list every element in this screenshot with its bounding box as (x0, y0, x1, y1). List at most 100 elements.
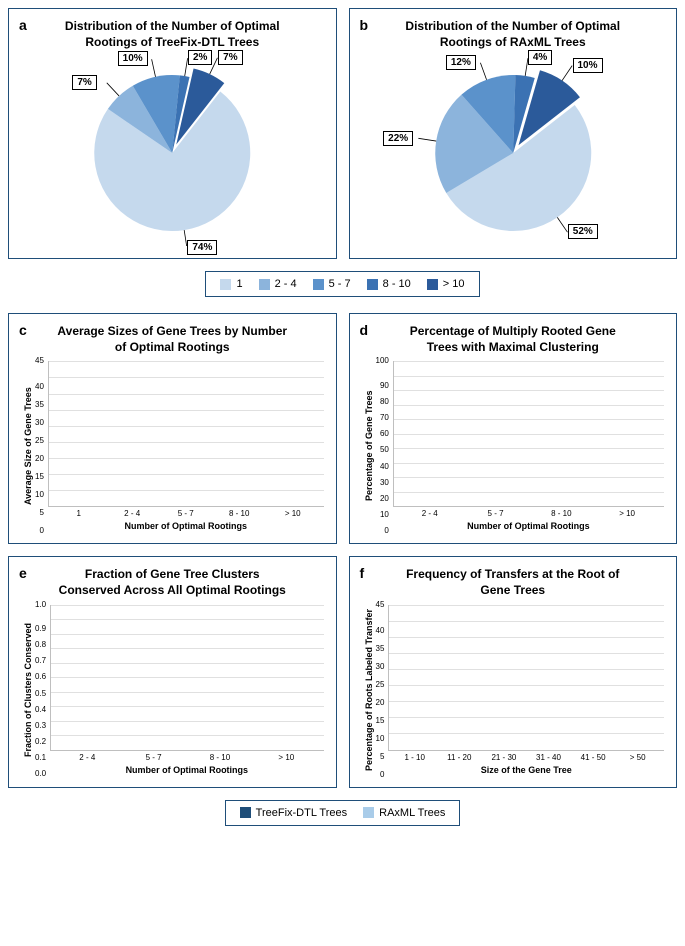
legend-pie: 1 2 - 4 5 - 7 8 - 10 > 10 (205, 271, 479, 297)
pie-chart-a: 74%7%10%2%7% (21, 56, 324, 246)
pie-slice-label: 4% (528, 50, 552, 65)
x-ticks: 12 - 45 - 78 - 10> 10 (48, 507, 324, 518)
y-tick: 10 (376, 511, 389, 519)
y-tick: 25 (376, 681, 385, 689)
y-tick: 90 (376, 382, 389, 390)
x-tick: > 10 (255, 753, 317, 762)
y-tick: 60 (376, 430, 389, 438)
y-tick: 35 (35, 401, 44, 409)
pie-slice-label: 7% (72, 75, 96, 90)
y-tick: 0.7 (35, 657, 46, 665)
x-ticks: 2 - 45 - 78 - 10> 10 (393, 507, 664, 518)
y-tick: 40 (376, 463, 389, 471)
x-tick: 11 - 20 (439, 753, 480, 762)
x-tick: 31 - 40 (528, 753, 569, 762)
y-tick: 5 (376, 753, 385, 761)
y-tick: 0.2 (35, 738, 46, 746)
legend-label: TreeFix-DTL Trees (256, 807, 347, 819)
legend-item: 1 (220, 278, 242, 290)
plot-area (393, 361, 664, 507)
x-tick: 2 - 4 (107, 509, 157, 518)
y-tick: 0.8 (35, 641, 46, 649)
y-tick: 0 (376, 527, 389, 535)
panel-b: b Distribution of the Number of Optimal … (349, 8, 678, 259)
panel-b-title: Distribution of the Number of Optimal Ro… (376, 19, 651, 50)
x-tick: 8 - 10 (530, 509, 592, 518)
y-ticks: 1.00.90.80.70.60.50.40.30.20.10.0 (35, 605, 50, 775)
x-tick: 8 - 10 (189, 753, 251, 762)
y-tick: 40 (376, 627, 385, 635)
y-tick: 5 (35, 509, 44, 517)
panel-d: d Percentage of Multiply Rooted Gene Tre… (349, 313, 678, 544)
x-tick: 5 - 7 (161, 509, 211, 518)
x-ticks: 2 - 45 - 78 - 10> 10 (50, 751, 323, 762)
legend-item: TreeFix-DTL Trees (240, 807, 347, 819)
gridlines (389, 605, 664, 750)
x-tick: 21 - 30 (484, 753, 525, 762)
pie-slice-label: 10% (573, 58, 603, 73)
y-tick: 0.0 (35, 770, 46, 778)
plot-area (50, 605, 323, 751)
panel-c-letter: c (19, 322, 27, 338)
y-tick: 50 (376, 446, 389, 454)
bar-chart-d: Percentage of Gene Trees1009080706050403… (362, 361, 665, 531)
legend-swatch (313, 279, 324, 290)
pie-slice-label: 12% (446, 55, 476, 70)
y-axis-label: Percentage of Roots Labeled Transfer (362, 605, 376, 775)
legend-label: 1 (236, 278, 242, 290)
y-tick: 10 (376, 735, 385, 743)
pie-slice-label: 74% (187, 240, 217, 255)
row-3: e Fraction of Gene Tree Clusters Conserv… (8, 556, 677, 787)
y-tick: 15 (35, 473, 44, 481)
pie-leader-line (107, 83, 119, 96)
y-tick: 0.1 (35, 754, 46, 762)
gridlines (49, 361, 324, 506)
y-tick: 100 (376, 357, 389, 365)
pie-slice-label: 7% (218, 50, 242, 65)
y-tick: 45 (376, 601, 385, 609)
y-tick: 25 (35, 437, 44, 445)
legend-item: 5 - 7 (313, 278, 351, 290)
legend-item: 2 - 4 (259, 278, 297, 290)
x-tick: 8 - 10 (214, 509, 264, 518)
y-axis-label: Percentage of Gene Trees (362, 361, 376, 531)
legend-item: > 10 (427, 278, 465, 290)
x-tick: > 50 (617, 753, 658, 762)
y-tick: 15 (376, 717, 385, 725)
legend-swatch (259, 279, 270, 290)
x-tick: > 10 (268, 509, 318, 518)
y-tick: 0 (35, 527, 44, 535)
panel-f: f Frequency of Transfers at the Root of … (349, 556, 678, 787)
pie-chart-b: 52%22%12%4%10% (362, 56, 665, 246)
panel-f-title: Frequency of Transfers at the Root of Ge… (376, 567, 651, 598)
y-ticks: 1009080706050403020100 (376, 361, 393, 531)
x-axis-label: Number of Optimal Rootings (48, 521, 324, 531)
panel-a-title: Distribution of the Number of Optimal Ro… (35, 19, 310, 50)
legend-swatch (367, 279, 378, 290)
legend-item: 8 - 10 (367, 278, 411, 290)
bar-chart-e: Fraction of Clusters Conserved1.00.90.80… (21, 605, 324, 775)
plot-area (48, 361, 324, 507)
x-tick: 5 - 7 (465, 509, 527, 518)
y-tick: 30 (376, 479, 389, 487)
gridlines (51, 605, 323, 750)
x-tick: 1 - 10 (394, 753, 435, 762)
y-tick: 10 (35, 491, 44, 499)
pie-leader-line (562, 66, 572, 81)
panel-e-letter: e (19, 565, 27, 581)
legend-label: > 10 (443, 278, 465, 290)
legend-item: RAxML Trees (363, 807, 445, 819)
gridlines (394, 361, 664, 506)
panel-a: a Distribution of the Number of Optimal … (8, 8, 337, 259)
legend-label: 2 - 4 (275, 278, 297, 290)
y-tick: 20 (376, 699, 385, 707)
legend-bar: TreeFix-DTL Trees RAxML Trees (225, 800, 461, 826)
y-axis-label: Fraction of Clusters Conserved (21, 605, 35, 775)
legend-swatch (427, 279, 438, 290)
panel-b-letter: b (360, 17, 369, 33)
legend-swatch (220, 279, 231, 290)
y-tick: 80 (376, 398, 389, 406)
legend-swatch (240, 807, 251, 818)
pie-leader-line (557, 218, 567, 233)
y-axis-label: Average Size of Gene Trees (21, 361, 35, 531)
